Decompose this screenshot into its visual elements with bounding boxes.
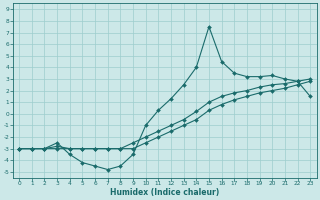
X-axis label: Humidex (Indice chaleur): Humidex (Indice chaleur)	[110, 188, 219, 197]
